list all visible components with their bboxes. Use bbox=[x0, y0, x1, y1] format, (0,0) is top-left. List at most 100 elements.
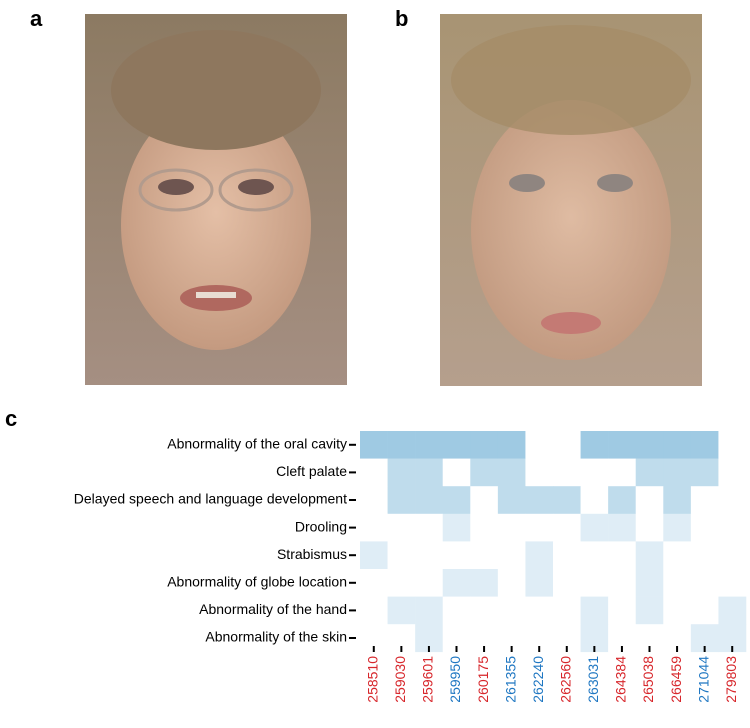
x-tick-label: 262560 bbox=[557, 656, 573, 703]
heat-cell bbox=[635, 431, 664, 459]
heat-cell bbox=[580, 458, 609, 487]
heat-cell bbox=[360, 486, 388, 515]
heat-cell bbox=[553, 513, 581, 542]
heat-cell bbox=[608, 569, 637, 597]
heat-cell bbox=[718, 596, 747, 625]
heat-cell bbox=[635, 458, 664, 487]
heat-cell bbox=[690, 458, 719, 487]
y-tick-label: Delayed speech and language development bbox=[74, 491, 347, 507]
x-tick-label: 261355 bbox=[502, 656, 518, 703]
heat-cell bbox=[635, 596, 664, 625]
heat-cell bbox=[387, 431, 416, 459]
heat-cell bbox=[415, 458, 444, 487]
heat-cell bbox=[387, 569, 416, 597]
x-tick-label: 259601 bbox=[420, 656, 436, 703]
heat-cell bbox=[387, 541, 416, 570]
heat-cell bbox=[553, 431, 581, 459]
heat-cell bbox=[553, 569, 581, 597]
heat-cell bbox=[525, 458, 554, 487]
heat-cell bbox=[608, 541, 637, 570]
heat-cell bbox=[442, 541, 471, 570]
heat-cell bbox=[663, 431, 692, 459]
heat-cell bbox=[360, 596, 388, 625]
heat-cell bbox=[497, 596, 526, 625]
heat-cell bbox=[663, 513, 692, 542]
heat-cell bbox=[442, 458, 471, 487]
x-tick-label: 265038 bbox=[640, 656, 656, 703]
heat-cell bbox=[497, 569, 526, 597]
heat-cell bbox=[608, 458, 637, 487]
heat-cell bbox=[470, 569, 499, 597]
heat-cell bbox=[635, 569, 664, 597]
x-tick-label: 260175 bbox=[475, 656, 491, 703]
heat-cell bbox=[608, 431, 637, 459]
x-tick-label: 258510 bbox=[364, 656, 380, 703]
heat-cell bbox=[690, 569, 719, 597]
heat-cell bbox=[387, 486, 416, 515]
heat-cell bbox=[415, 431, 444, 459]
heat-cell bbox=[663, 596, 692, 625]
heat-cell bbox=[580, 596, 609, 625]
x-tick-label: 259950 bbox=[447, 656, 463, 703]
heat-cell bbox=[580, 513, 609, 542]
heat-cell bbox=[415, 513, 444, 542]
x-tick-label: 262240 bbox=[530, 656, 546, 703]
heat-cell bbox=[525, 513, 554, 542]
heat-cell bbox=[442, 513, 471, 542]
heat-cell bbox=[690, 486, 719, 515]
heat-cell bbox=[663, 569, 692, 597]
heat-cell bbox=[387, 513, 416, 542]
heat-cell bbox=[718, 486, 747, 515]
heat-cell bbox=[663, 486, 692, 515]
heat-cell bbox=[470, 541, 499, 570]
panel-label: a bbox=[30, 6, 43, 31]
heat-cell bbox=[415, 486, 444, 515]
heat-cell bbox=[470, 486, 499, 515]
heat-cell bbox=[497, 513, 526, 542]
heat-cell bbox=[635, 513, 664, 542]
heat-cell bbox=[360, 513, 388, 542]
heat-cell bbox=[718, 458, 747, 487]
heat-cell bbox=[690, 513, 719, 542]
heat-cell bbox=[497, 486, 526, 515]
heat-cell bbox=[415, 541, 444, 570]
heat-cell bbox=[690, 431, 719, 459]
heat-cell bbox=[635, 541, 664, 570]
y-tick-label: Cleft palate bbox=[276, 463, 347, 479]
y-tick-label: Abnormality of the hand bbox=[199, 601, 347, 617]
heat-cell bbox=[525, 431, 554, 459]
photo-a bbox=[85, 14, 347, 385]
x-tick-label: 263031 bbox=[585, 656, 601, 703]
x-tick-label: 279803 bbox=[723, 656, 739, 703]
heat-cell bbox=[718, 513, 747, 542]
heat-cell bbox=[497, 458, 526, 487]
heat-cell bbox=[442, 486, 471, 515]
heat-cell bbox=[553, 486, 581, 515]
heat-cell bbox=[360, 541, 388, 570]
heat-cell bbox=[553, 541, 581, 570]
heat-cell bbox=[690, 541, 719, 570]
heat-cell bbox=[553, 596, 581, 625]
heat-cell bbox=[663, 458, 692, 487]
heat-cell bbox=[525, 569, 554, 597]
heat-cell bbox=[442, 569, 471, 597]
heat-cell bbox=[718, 569, 747, 597]
heat-cell bbox=[580, 431, 609, 459]
heat-cell bbox=[497, 431, 526, 459]
heat-cell bbox=[387, 596, 416, 625]
heatmap: Abnormality of the oral cavity Cleft pala… bbox=[74, 431, 747, 703]
heat-cell bbox=[718, 541, 747, 570]
x-tick-label: 264384 bbox=[613, 656, 629, 703]
heat-cell bbox=[360, 569, 388, 597]
heat-cell bbox=[635, 486, 664, 515]
heat-cell bbox=[580, 569, 609, 597]
heat-cell bbox=[608, 513, 637, 542]
heat-cell bbox=[470, 596, 499, 625]
y-tick-label: Drooling bbox=[295, 518, 347, 534]
x-tick-label: 266459 bbox=[668, 656, 684, 703]
x-tick-label: 259030 bbox=[392, 656, 408, 703]
heat-cell bbox=[360, 458, 388, 487]
heat-cell bbox=[608, 596, 637, 625]
heat-cell bbox=[470, 458, 499, 487]
